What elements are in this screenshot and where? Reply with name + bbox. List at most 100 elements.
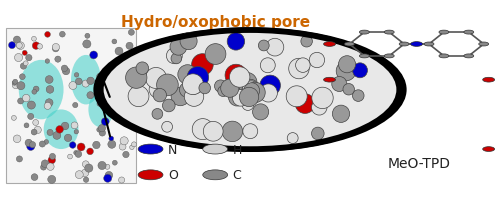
Circle shape — [424, 43, 434, 47]
Point — [72, 104, 80, 107]
Point — [85, 167, 93, 170]
Point — [154, 113, 162, 116]
Point — [240, 97, 248, 101]
Point — [200, 87, 208, 90]
Point — [26, 145, 34, 148]
Point — [118, 179, 126, 182]
Circle shape — [399, 43, 409, 47]
Point — [194, 76, 202, 79]
Point — [22, 124, 30, 127]
Point — [170, 55, 178, 58]
Circle shape — [138, 170, 163, 180]
Point — [243, 81, 251, 85]
Point — [292, 95, 300, 98]
Point — [313, 59, 321, 62]
Point — [54, 58, 62, 61]
Point — [58, 33, 66, 37]
Point — [190, 96, 198, 99]
Point — [60, 67, 68, 71]
Point — [123, 93, 131, 96]
Point — [46, 131, 54, 134]
Point — [17, 85, 25, 88]
Point — [264, 92, 272, 95]
Point — [172, 58, 180, 61]
Circle shape — [203, 144, 228, 154]
Point — [107, 96, 115, 99]
Point — [44, 34, 52, 37]
Circle shape — [482, 78, 494, 83]
Point — [103, 70, 111, 74]
Point — [194, 67, 202, 71]
Point — [163, 126, 171, 129]
Point — [246, 86, 254, 89]
Point — [76, 173, 84, 176]
Text: H: H — [232, 143, 242, 156]
Point — [302, 40, 310, 44]
Point — [92, 144, 100, 147]
Point — [108, 105, 116, 109]
Point — [226, 87, 234, 90]
Point — [108, 84, 116, 88]
Point — [48, 155, 56, 158]
Point — [72, 74, 80, 77]
Point — [86, 150, 94, 153]
Circle shape — [324, 42, 336, 47]
Point — [176, 95, 184, 99]
Circle shape — [94, 28, 406, 152]
Point — [75, 80, 83, 84]
Point — [82, 83, 90, 86]
Point — [44, 105, 52, 108]
Point — [30, 176, 38, 179]
Point — [104, 165, 112, 169]
Point — [69, 84, 77, 88]
Point — [62, 70, 70, 73]
Point — [34, 129, 42, 132]
Point — [189, 83, 197, 86]
Point — [154, 89, 162, 92]
Point — [104, 177, 112, 180]
Circle shape — [344, 43, 354, 47]
Point — [212, 53, 220, 56]
Ellipse shape — [44, 110, 78, 149]
Circle shape — [203, 170, 228, 180]
Point — [236, 76, 244, 79]
Circle shape — [464, 55, 474, 59]
Circle shape — [384, 55, 394, 59]
Point — [103, 73, 111, 76]
Point — [32, 121, 40, 124]
Point — [299, 64, 307, 67]
Point — [24, 142, 32, 145]
Point — [82, 178, 90, 181]
Point — [251, 91, 259, 95]
Ellipse shape — [19, 61, 64, 120]
Point — [64, 137, 72, 140]
Point — [36, 46, 44, 49]
Point — [120, 99, 128, 102]
Point — [52, 46, 60, 49]
Point — [10, 117, 18, 120]
Point — [118, 145, 126, 149]
Point — [66, 155, 74, 158]
Point — [102, 82, 110, 85]
Point — [164, 84, 172, 87]
Point — [107, 137, 115, 140]
Text: O: O — [168, 168, 178, 181]
Point — [83, 43, 91, 46]
Point — [56, 128, 64, 131]
Point — [264, 64, 272, 68]
Point — [41, 162, 49, 165]
Point — [84, 35, 92, 38]
Point — [198, 128, 206, 131]
Point — [244, 103, 252, 107]
Point — [102, 120, 110, 124]
Point — [245, 90, 253, 94]
Point — [52, 48, 60, 51]
Point — [96, 76, 104, 79]
Circle shape — [482, 147, 494, 152]
Point — [96, 103, 104, 106]
Point — [226, 84, 234, 87]
Point — [77, 146, 85, 149]
Point — [128, 146, 136, 149]
Point — [233, 96, 241, 99]
Point — [105, 174, 113, 177]
